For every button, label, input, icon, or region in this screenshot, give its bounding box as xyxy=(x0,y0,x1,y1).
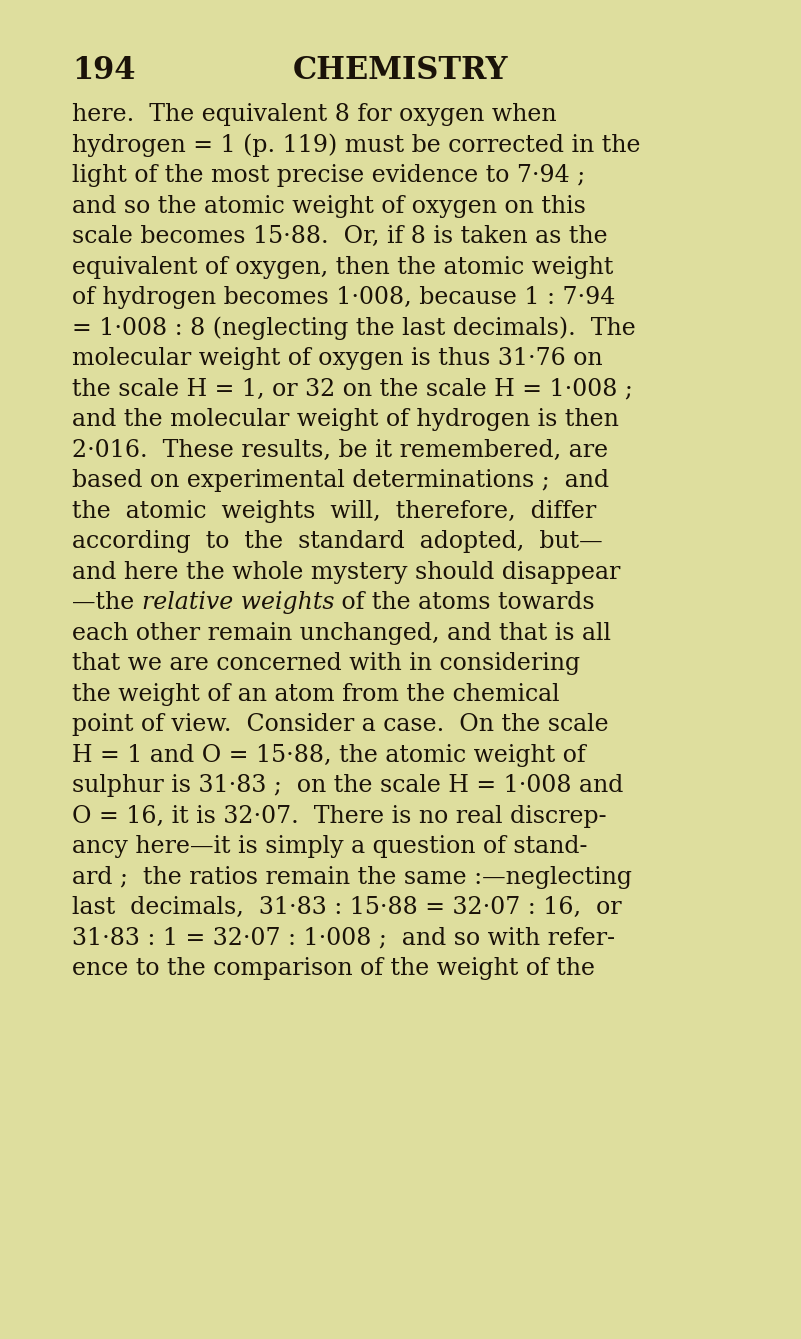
Text: ard ;  the ratios remain the same :—neglecting: ard ; the ratios remain the same :—negle… xyxy=(72,866,632,889)
Text: molecular weight of oxygen is thus 31·76 on: molecular weight of oxygen is thus 31·76… xyxy=(72,347,602,371)
Text: the weight of an atom from the chemical: the weight of an atom from the chemical xyxy=(72,683,560,706)
Text: CHEMISTRY: CHEMISTRY xyxy=(292,55,509,86)
Text: of hydrogen becomes 1·008, because 1 : 7·94: of hydrogen becomes 1·008, because 1 : 7… xyxy=(72,287,615,309)
Text: the  atomic  weights  will,  therefore,  differ: the atomic weights will, therefore, diff… xyxy=(72,499,596,524)
Text: light of the most precise evidence to 7·94 ;: light of the most precise evidence to 7·… xyxy=(72,165,586,187)
Text: scale becomes 15·88.  Or, if 8 is taken as the: scale becomes 15·88. Or, if 8 is taken a… xyxy=(72,225,608,249)
Text: that we are concerned with in considering: that we are concerned with in considerin… xyxy=(72,652,580,675)
Text: ancy here—it is simply a question of stand-: ancy here—it is simply a question of sta… xyxy=(72,836,587,858)
Text: here.  The equivalent 8 for oxygen when: here. The equivalent 8 for oxygen when xyxy=(72,103,557,126)
Text: of the atoms towards: of the atoms towards xyxy=(334,592,595,615)
Text: each other remain unchanged, and that is all: each other remain unchanged, and that is… xyxy=(72,621,611,645)
Text: H = 1 and O = 15·88, the atomic weight of: H = 1 and O = 15·88, the atomic weight o… xyxy=(72,744,586,767)
Text: point of view.  Consider a case.  On the scale: point of view. Consider a case. On the s… xyxy=(72,714,609,736)
Text: relative weights: relative weights xyxy=(142,592,334,615)
Text: 194: 194 xyxy=(72,55,135,86)
Text: O = 16, it is 32·07.  There is no real discrep-: O = 16, it is 32·07. There is no real di… xyxy=(72,805,606,828)
Text: according  to  the  standard  adopted,  but—: according to the standard adopted, but— xyxy=(72,530,602,553)
Text: —the: —the xyxy=(72,592,142,615)
Text: the scale H = 1, or 32 on the scale H = 1·008 ;: the scale H = 1, or 32 on the scale H = … xyxy=(72,378,633,400)
Text: and so the atomic weight of oxygen on this: and so the atomic weight of oxygen on th… xyxy=(72,195,586,218)
Text: hydrogen = 1 (p. 119) must be corrected in the: hydrogen = 1 (p. 119) must be corrected … xyxy=(72,134,641,158)
Text: and the molecular weight of hydrogen is then: and the molecular weight of hydrogen is … xyxy=(72,408,619,431)
Text: last  decimals,  31·83 : 15·88 = 32·07 : 16,  or: last decimals, 31·83 : 15·88 = 32·07 : 1… xyxy=(72,896,622,920)
Text: sulphur is 31·83 ;  on the scale H = 1·008 and: sulphur is 31·83 ; on the scale H = 1·00… xyxy=(72,774,623,798)
Text: and here the whole mystery should disappear: and here the whole mystery should disapp… xyxy=(72,561,621,584)
Text: 2·016.  These results, be it remembered, are: 2·016. These results, be it remembered, … xyxy=(72,439,608,462)
Text: based on experimental determinations ;  and: based on experimental determinations ; a… xyxy=(72,470,609,493)
Text: ence to the comparison of the weight of the: ence to the comparison of the weight of … xyxy=(72,957,595,980)
Text: equivalent of oxygen, then the atomic weight: equivalent of oxygen, then the atomic we… xyxy=(72,256,614,279)
Text: = 1·008 : 8 (neglecting the last decimals).  The: = 1·008 : 8 (neglecting the last decimal… xyxy=(72,317,636,340)
Text: 31·83 : 1 = 32·07 : 1·008 ;  and so with refer-: 31·83 : 1 = 32·07 : 1·008 ; and so with … xyxy=(72,927,615,949)
